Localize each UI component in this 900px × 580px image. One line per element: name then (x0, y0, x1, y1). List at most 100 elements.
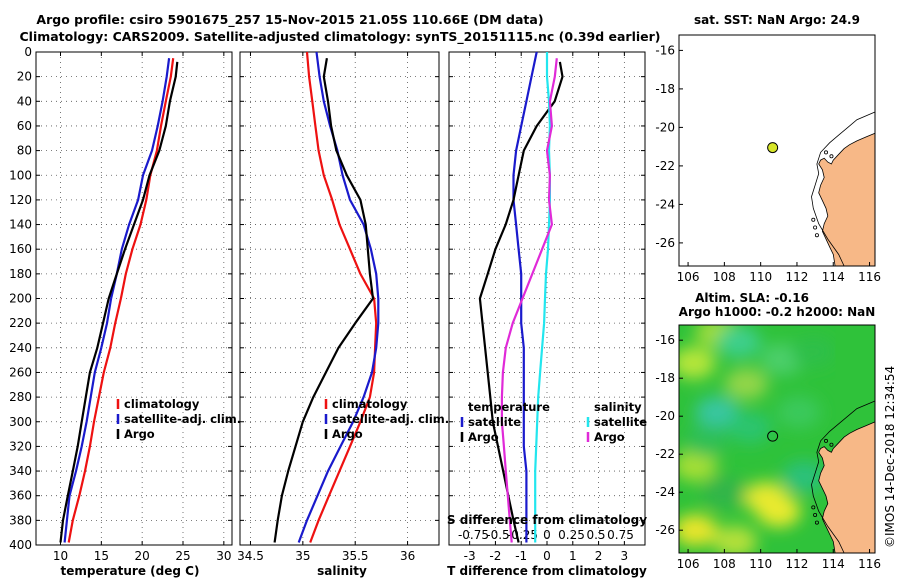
x-tick-label: 108 (713, 557, 736, 571)
y-tick-label: 240 (9, 341, 32, 355)
series-line-argo (59, 61, 179, 543)
sla-anomaly-blob (776, 396, 821, 429)
shelf-contour (811, 400, 876, 554)
y-tick-label: 260 (9, 365, 32, 379)
difference-panel: -3 -2 -1 0 1 2 3 -0.75-0.5-0.25 0 0.25 0.5 0.75 temp… (448, 51, 647, 563)
sla-anomaly-blob (684, 424, 729, 457)
plot-frame (448, 51, 646, 546)
sla-anomaly-blob (679, 347, 716, 379)
y-tick-label: 340 (9, 464, 32, 478)
y-tick-label: 320 (9, 439, 32, 453)
y-tick-label: 360 (9, 489, 32, 503)
x-tick-label: 35.5 (342, 549, 369, 563)
x-tick-label: 110 (749, 557, 772, 571)
legend-label: Argo (332, 427, 363, 441)
y-tick-label: 300 (9, 415, 32, 429)
plot-frame (35, 51, 233, 546)
imos-credit: ©IMOS 14-Dec-2018 12:34:54 (883, 366, 897, 548)
x2-tick-label: -0.75 (458, 528, 489, 542)
y-tick-label: 140 (9, 218, 32, 232)
diff-xlabel: T difference from climatology (447, 564, 647, 578)
x-tick-label: 34.5 (237, 549, 264, 563)
sla-anomaly-blob (724, 367, 769, 400)
legend-label: Argo (468, 430, 499, 444)
y-tick-label: -24 (655, 485, 675, 499)
map-frame (678, 34, 876, 267)
y-tick-label: -24 (655, 197, 675, 211)
x-tick-label: -1 (515, 549, 527, 563)
y-tick-label: 160 (9, 242, 32, 256)
legend-title-temperature: temperature (468, 400, 550, 414)
x-tick-label: 112 (786, 557, 809, 571)
island-outline (829, 154, 834, 159)
x-tick-label: 1 (569, 549, 577, 563)
x-tick-label: 2 (595, 549, 603, 563)
y-tick-label: -22 (655, 447, 675, 461)
x2-tick-label: 0.75 (607, 528, 634, 542)
map-frame (678, 324, 876, 554)
sst-map-panel: 106 108 110 112 114 116 -16 -18 -20 -22 -24 -26 (655, 34, 881, 284)
x-tick-label: 106 (677, 557, 700, 571)
x-tick-label: -3 (464, 549, 476, 563)
y-tick-label: 280 (9, 390, 32, 404)
sla-anomaly-blob (713, 525, 758, 553)
legend-label: Argo (594, 430, 625, 444)
x-tick-label: 114 (822, 270, 845, 284)
legend-title-salinity: salinity (594, 400, 642, 414)
title-line2: Climatology: CARS2009. Satellite-adjuste… (19, 29, 660, 45)
sla-map-panel: 106 108 110 112 114 116 -16 -18 -20 -22 -24 -26 (655, 324, 881, 571)
x2-tick-label: 0.5 (586, 528, 605, 542)
sla-map-title2: Argo h1000: -0.2 h2000: NaN (679, 305, 876, 319)
x2-tick-label: 0 (543, 528, 551, 542)
sla-anomaly-blob (716, 326, 761, 359)
title-line1: Argo profile: csiro 5901675_257 15-Nov-2… (36, 12, 543, 28)
legend-label: satellite (468, 415, 521, 429)
x2-tick-label: 0.25 (558, 528, 585, 542)
sal-xlabel: salinity (317, 564, 367, 578)
x-tick-label: 36 (400, 549, 415, 563)
y-tick-label: 40 (17, 94, 32, 108)
temp-xlabel: temperature (deg C) (61, 564, 200, 578)
x-tick-label: 10 (53, 549, 68, 563)
x2-tick-label: -0.25 (507, 528, 538, 542)
sla-anomaly-blob (782, 461, 827, 493)
sla-anomaly-blob (679, 514, 718, 547)
sla-anomaly-blob (756, 495, 801, 528)
land-western-australia (818, 132, 876, 267)
island-outline (813, 225, 818, 230)
argo-position-marker (767, 142, 779, 154)
x-tick-label: 0 (543, 549, 551, 563)
y-tick-label: -26 (655, 236, 675, 250)
sla-map-title: Altim. SLA: -0.16 (695, 291, 809, 305)
legend-label: satellite-adj. clim. (124, 412, 241, 426)
y-tick-label: -26 (655, 523, 675, 537)
legend-label: climatology (124, 397, 200, 411)
y-tick-label: 220 (9, 316, 32, 330)
sla-anomaly-blob (702, 476, 747, 509)
y-tick-label: 180 (9, 267, 32, 281)
y-tick-label: 120 (9, 193, 32, 207)
x-tick-label: 3 (621, 549, 629, 563)
y-tick-label: 0 (24, 45, 32, 59)
x-tick-label: 112 (786, 270, 809, 284)
island-outline (829, 442, 834, 447)
island-outline (814, 233, 819, 238)
y-tick-label: -20 (655, 120, 675, 134)
y-tick-label: 380 (9, 513, 32, 527)
series-line-argo (273, 58, 375, 543)
y-tick-label: 20 (17, 70, 32, 84)
y-tick-label: 60 (17, 119, 32, 133)
y-tick-label: 400 (9, 538, 32, 552)
y-tick-label: -16 (655, 333, 675, 347)
series-line-t-satellite (512, 51, 538, 543)
y-tick-label: 80 (17, 144, 32, 158)
x-tick-label: 116 (858, 557, 881, 571)
island-outline (814, 520, 819, 525)
legend-label: satellite-adj. clim. (332, 412, 449, 426)
x-tick-label: 116 (858, 270, 881, 284)
x-tick-label: 114 (822, 557, 845, 571)
sla-blobs (679, 325, 836, 553)
x-tick-label: 110 (749, 270, 772, 284)
